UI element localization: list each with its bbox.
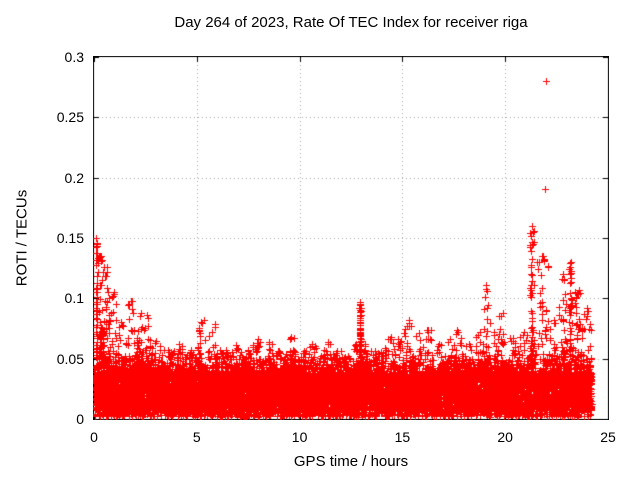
y-tick-label: 0.3 — [64, 49, 84, 65]
y-tick-label: 0.25 — [56, 109, 84, 126]
chart-title: Day 264 of 2023, Rate Of TEC Index for r… — [174, 14, 528, 31]
y-axis-label: ROTI / TECUs — [13, 189, 31, 287]
x-tick-label: 0 — [90, 429, 98, 445]
x-tick-label: 20 — [497, 429, 513, 445]
x-tick-label: 25 — [600, 429, 616, 445]
y-tick-label: 0.1 — [64, 290, 84, 307]
x-axis-label: GPS time / hours — [293, 453, 409, 470]
y-tick-label: 0.15 — [56, 230, 84, 246]
x-tick-label: 15 — [394, 429, 411, 445]
y-tick-label: 0 — [76, 411, 84, 427]
y-tick-label: 0.2 — [64, 169, 84, 186]
x-tick-label: 10 — [291, 429, 308, 445]
y-tick-label: 0.05 — [56, 350, 84, 367]
x-tick-label: 5 — [192, 429, 201, 445]
plot-canvas — [93, 56, 609, 420]
